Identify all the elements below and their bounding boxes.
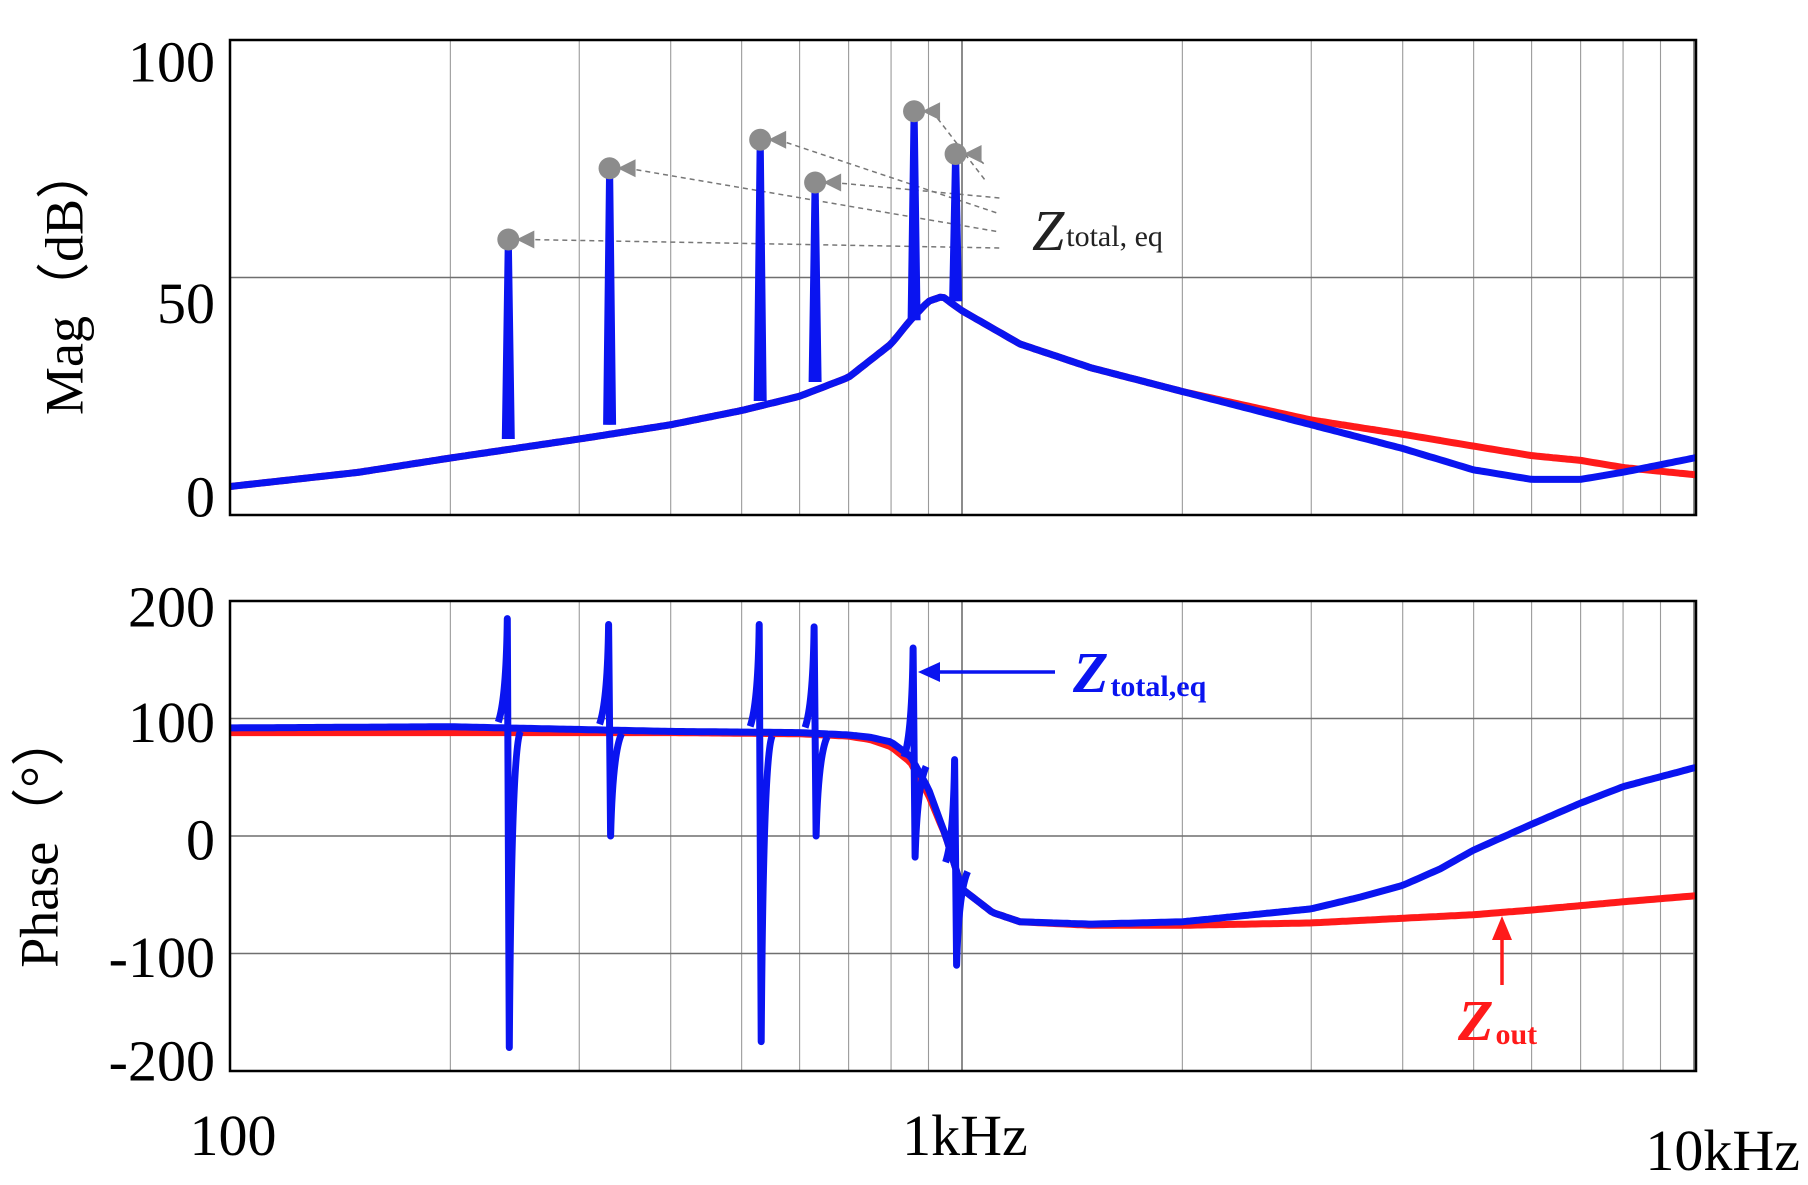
y-tick-label: 100 bbox=[128, 29, 215, 94]
y-tick-label: 100 bbox=[128, 690, 215, 755]
magnitude-annotation-sub: total, eq bbox=[1066, 220, 1163, 253]
zout-arrowhead bbox=[1492, 916, 1512, 940]
phase-panel: -200 -100 0 100 200 Phase（°） Ztotal,eq Zout bbox=[9, 574, 1698, 1093]
magnitude-panel: 0 50 100 Mag（dB） Ztotal, eq bbox=[34, 29, 1698, 529]
magnitude-frame bbox=[228, 38, 1698, 517]
peak-marker bbox=[903, 100, 926, 123]
peak-marker bbox=[598, 157, 621, 180]
phase-grid bbox=[230, 601, 1696, 1071]
peak-marker-arrow bbox=[516, 230, 535, 249]
x-tick-label-10khz: 10kHz bbox=[1645, 1118, 1800, 1183]
phase-ztotal-annotation-sub: total,eq bbox=[1110, 670, 1206, 703]
phase-zout-annotation-sub: out bbox=[1495, 1018, 1537, 1051]
peak-marker-arrow bbox=[617, 159, 636, 178]
magnitude-annotation-main: Z bbox=[1032, 198, 1065, 263]
magnitude-y-axis-label: Mag（dB） bbox=[34, 145, 94, 415]
phase-ztotal-eq-line bbox=[230, 615, 1696, 1051]
peak-marker bbox=[944, 143, 967, 165]
phase-zout-annotation: Zout bbox=[1457, 988, 1537, 1053]
peak-marker-arrow bbox=[922, 102, 941, 121]
peak-marker-arrow bbox=[963, 145, 982, 163]
peak-marker-arrow bbox=[823, 173, 842, 192]
phase-ztotal-annotation-main: Z bbox=[1072, 640, 1108, 705]
peak-marker bbox=[804, 171, 827, 194]
y-tick-label: 0 bbox=[186, 807, 215, 872]
phase-ztotal-annotation: Ztotal,eq bbox=[1072, 640, 1207, 705]
y-tick-label: -100 bbox=[109, 925, 215, 990]
y-tick-label: -200 bbox=[109, 1028, 215, 1093]
phase-y-tick-labels: -200 -100 0 100 200 bbox=[109, 574, 215, 1093]
magnitude-y-tick-labels: 0 50 100 bbox=[128, 29, 215, 529]
peak-marker bbox=[497, 228, 520, 251]
peak-leader-line bbox=[777, 139, 1001, 215]
phase-y-axis-label: Phase（°） bbox=[9, 712, 69, 968]
x-tick-label-100: 100 bbox=[190, 1103, 277, 1168]
peak-marker-arrow bbox=[768, 130, 787, 149]
magnitude-ztotal-annotation: Ztotal, eq bbox=[1032, 198, 1163, 263]
peak-marker bbox=[749, 128, 772, 151]
y-tick-label: 200 bbox=[128, 574, 215, 639]
peak-markers bbox=[497, 100, 982, 251]
ztotal-eq-arrowhead bbox=[918, 662, 940, 682]
phase-frame bbox=[228, 599, 1698, 1073]
peak-leader-line bbox=[931, 110, 986, 181]
phase-zout-annotation-main: Z bbox=[1457, 988, 1493, 1053]
y-tick-label: 50 bbox=[157, 271, 215, 336]
magnitude-grid bbox=[230, 40, 1696, 515]
x-tick-label-1khz: 1kHz bbox=[902, 1103, 1028, 1168]
y-tick-label: 0 bbox=[186, 464, 215, 529]
